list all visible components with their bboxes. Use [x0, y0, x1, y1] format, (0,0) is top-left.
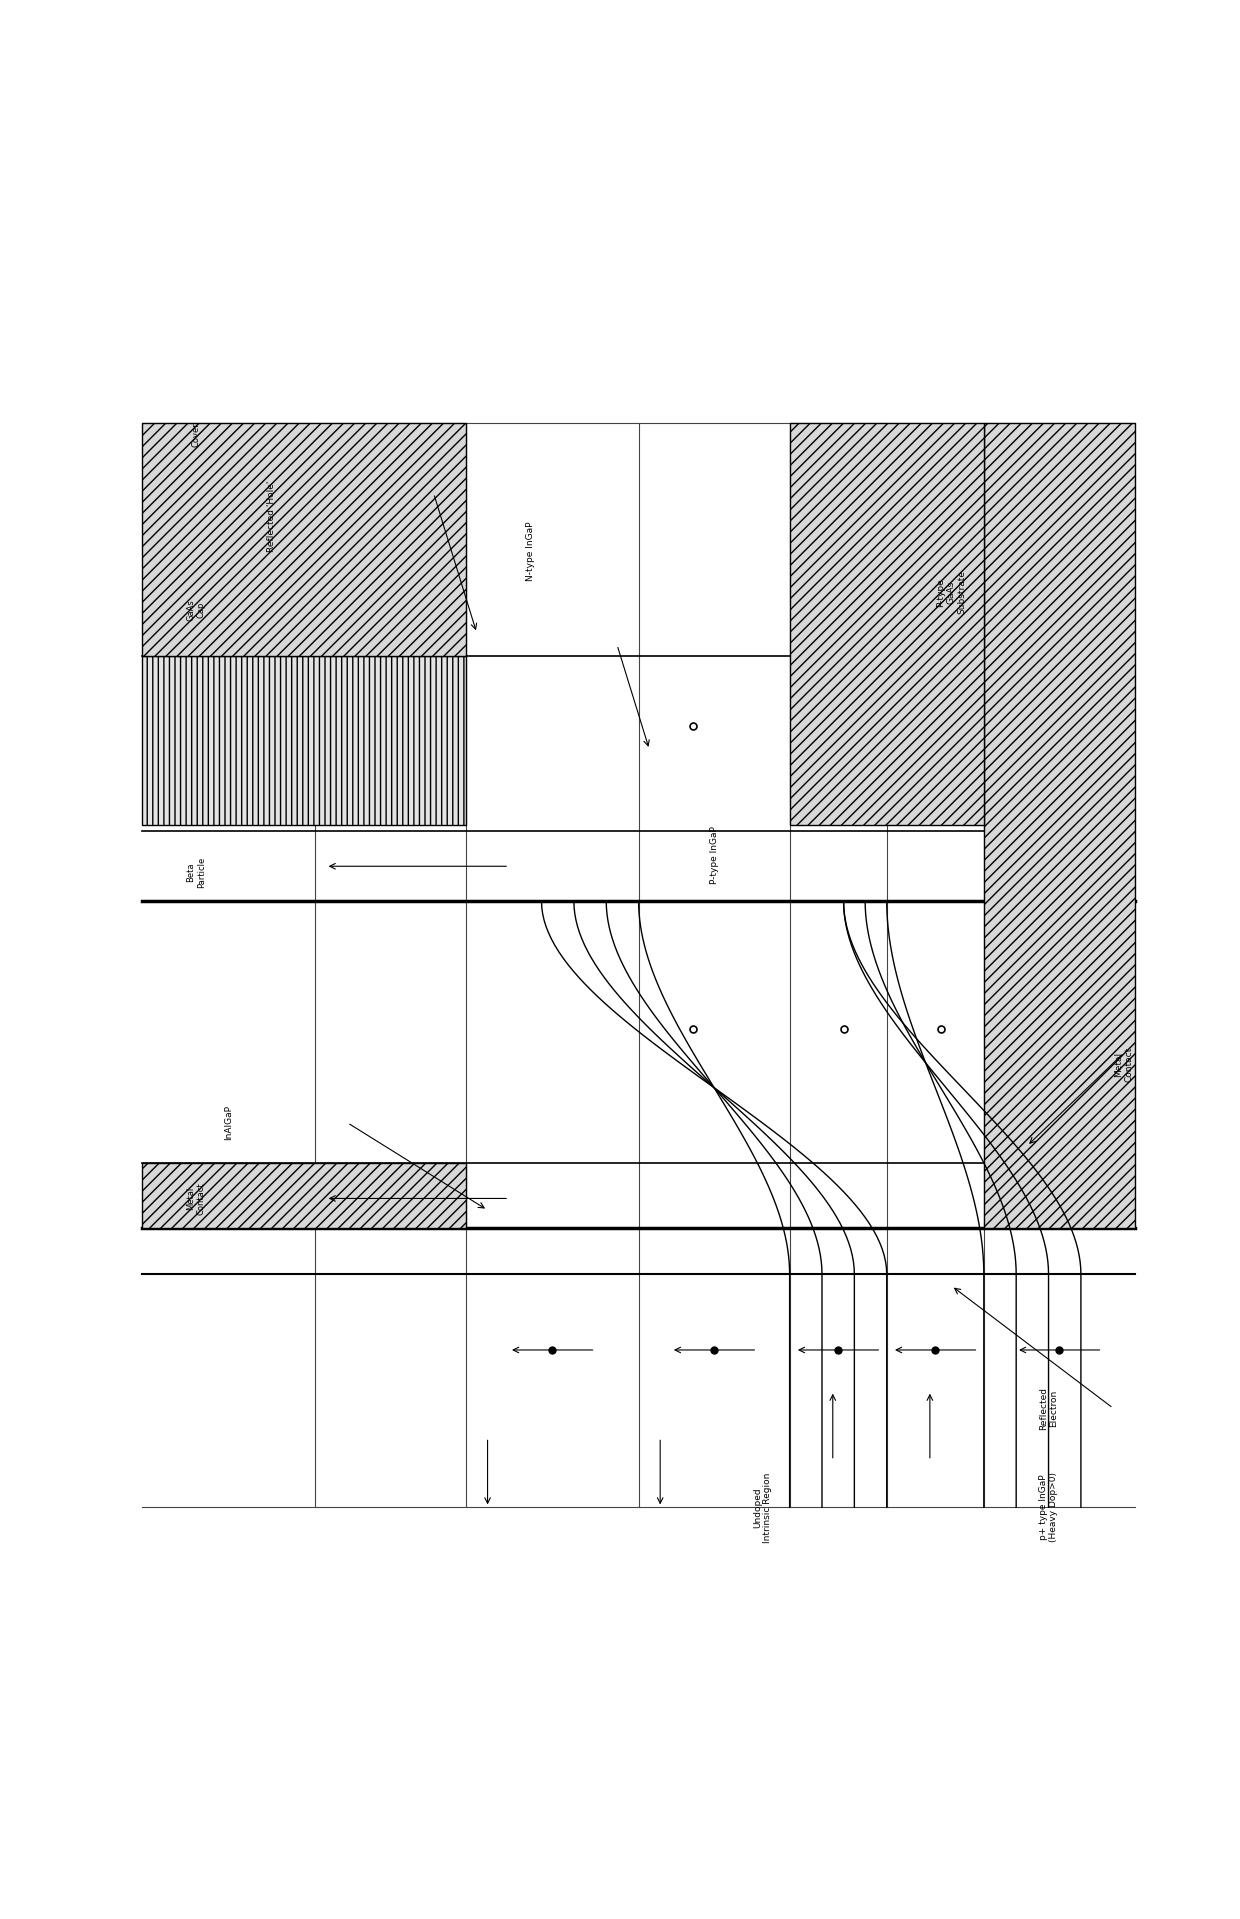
Text: Undoped
Intrinsic Region: Undoped Intrinsic Region [753, 1472, 773, 1543]
Text: GaAs
Cap: GaAs Cap [186, 599, 206, 620]
Polygon shape [983, 424, 1135, 1228]
Polygon shape [143, 1163, 466, 1228]
Text: Reflected
Electron: Reflected Electron [1039, 1387, 1058, 1430]
Text: Cover: Cover [192, 422, 201, 447]
Text: InAlGaP: InAlGaP [224, 1105, 233, 1140]
Text: Metal
Contact: Metal Contact [1115, 1046, 1133, 1082]
Polygon shape [143, 424, 466, 656]
Text: Beta
Particle: Beta Particle [186, 856, 206, 888]
Polygon shape [790, 424, 983, 825]
Text: p+ type InGaP
(Heavy Dop>0): p+ type InGaP (Heavy Dop>0) [1039, 1472, 1058, 1543]
Text: Metal
Contact: Metal Contact [186, 1182, 206, 1215]
Text: P-type
GaAs
Substrate: P-type GaAs Substrate [936, 570, 966, 614]
Polygon shape [143, 656, 466, 825]
Text: P-type InGaP: P-type InGaP [709, 825, 719, 883]
Text: N-type InGaP: N-type InGaP [526, 522, 536, 581]
Text: Reflected 'Hole': Reflected 'Hole' [268, 482, 277, 553]
